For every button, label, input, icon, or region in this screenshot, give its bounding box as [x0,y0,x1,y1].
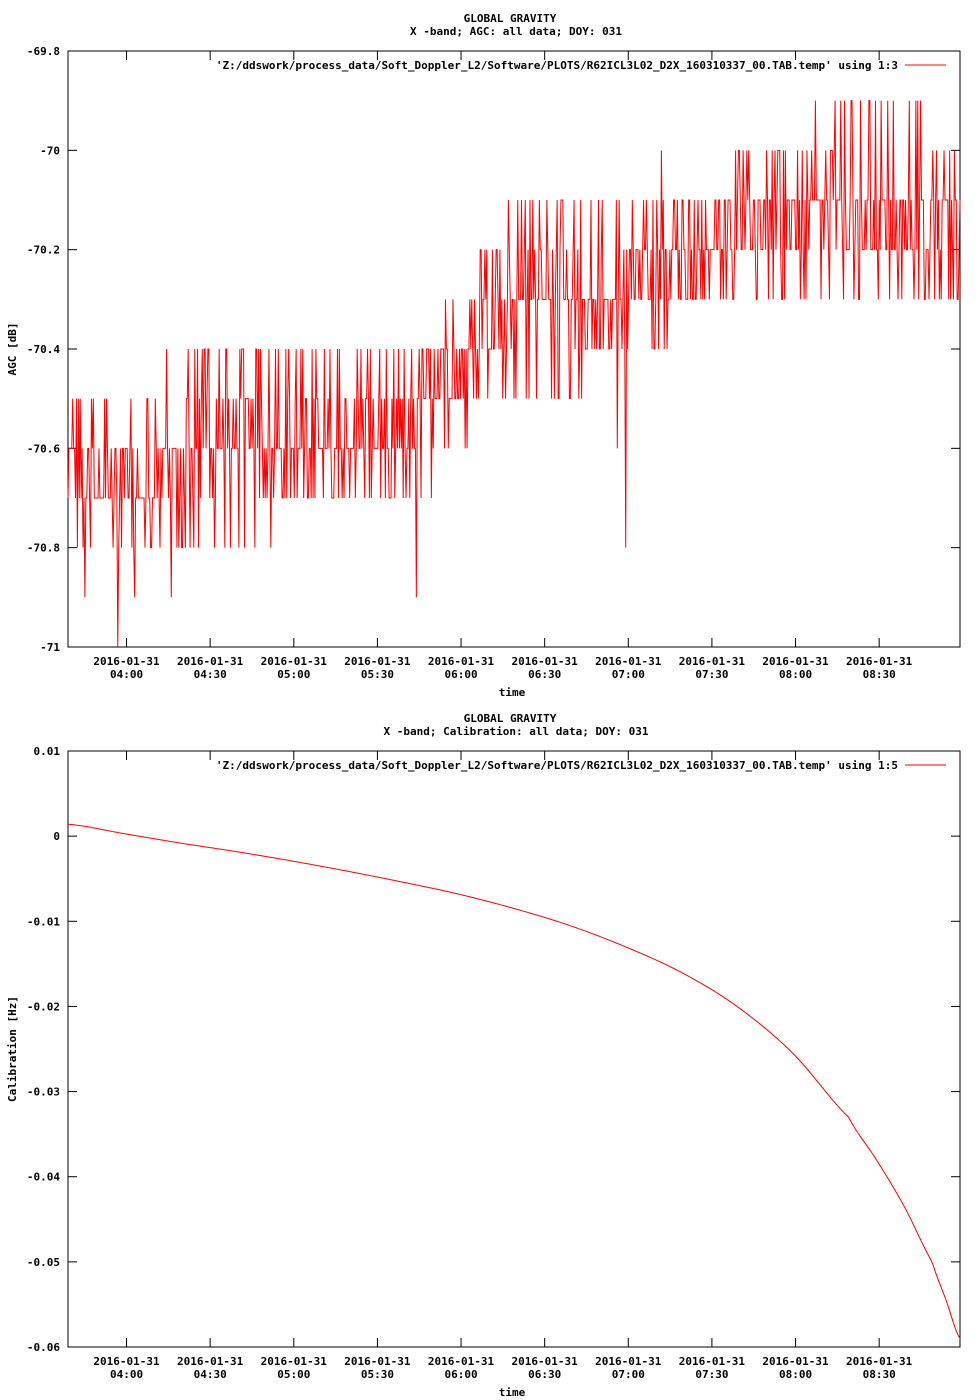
agc-x-tick-date: 2016-01-31 [428,655,495,668]
agc-x-axis-label: time [499,686,526,699]
agc-x-tick-date: 2016-01-31 [177,655,244,668]
calibration-y-ticks: 0.01 0 -0.01 -0.02 -0.03 -0.04 -0.05 -0.06 [27,745,960,1354]
agc-x-tick-date: 2016-01-31 [762,655,829,668]
calibration-x-tick-time: 05:00 [277,1368,310,1381]
calibration-x-tick-time: 07:30 [695,1368,728,1381]
calibration-x-tick-date: 2016-01-31 [679,1355,746,1368]
agc-x-tick-date: 2016-01-31 [679,655,746,668]
calibration-x-tick-time: 05:30 [361,1368,394,1381]
calibration-x-tick-time: 08:00 [779,1368,812,1381]
calibration-y-tick-label: -0.04 [27,1171,60,1184]
calibration-x-tick-date: 2016-01-31 [177,1355,244,1368]
agc-x-tick-time: 07:30 [695,668,728,681]
calibration-x-tick-date: 2016-01-31 [762,1355,829,1368]
agc-y-tick-label: -70.8 [27,542,60,555]
agc-y-tick-label: -71 [40,641,60,654]
calibration-x-tick-date: 2016-01-31 [344,1355,411,1368]
agc-y-tick-label: -70.2 [27,244,60,257]
calibration-series [67,823,961,1339]
agc-x-tick-date: 2016-01-31 [261,655,328,668]
agc-x-tick-time: 05:30 [361,668,394,681]
agc-x-tick-time: 05:00 [277,668,310,681]
agc-chart-title: GLOBAL GRAVITY [464,12,557,25]
agc-x-tick-time: 08:30 [863,668,896,681]
agc-x-tick-date: 2016-01-31 [93,655,160,668]
agc-y-tick-label: -70.4 [27,343,60,356]
agc-x-ticks: 2016-01-3104:002016-01-3104:302016-01-31… [93,51,913,681]
calibration-x-tick-date: 2016-01-31 [93,1355,160,1368]
agc-x-tick-time: 04:30 [194,668,227,681]
calibration-x-tick-time: 04:00 [110,1368,143,1381]
agc-x-tick-time: 06:00 [444,668,477,681]
calibration-y-tick-label: -0.03 [27,1086,60,1099]
calibration-x-tick-time: 08:30 [863,1368,896,1381]
agc-y-tick-label: -70.6 [27,442,60,455]
calibration-x-tick-date: 2016-01-31 [428,1355,495,1368]
calibration-x-tick-time: 06:30 [528,1368,561,1381]
agc-x-tick-time: 04:00 [110,668,143,681]
agc-y-tick-label: -70 [40,144,60,157]
agc-chart: GLOBAL GRAVITY X -band; AGC: all data; D… [6,12,961,699]
agc-series-line [67,100,961,648]
calibration-x-tick-time: 06:00 [444,1368,477,1381]
agc-x-tick-time: 08:00 [779,668,812,681]
agc-x-tick-time: 06:30 [528,668,561,681]
agc-x-tick-date: 2016-01-31 [512,655,579,668]
calibration-y-tick-label: -0.02 [27,1000,60,1013]
calibration-x-tick-time: 07:00 [612,1368,645,1381]
agc-y-ticks: -69.8 -70 -70.2 -70.4 -70.6 -70.8 -71 [27,45,960,654]
calibration-y-tick-label: -0.06 [27,1341,60,1354]
calibration-chart-subtitle: X -band; Calibration: all data; DOY: 031 [384,725,649,738]
calibration-series-line [67,823,961,1339]
calibration-y-tick-label: 0.01 [34,745,61,758]
calibration-x-tick-date: 2016-01-31 [261,1355,328,1368]
agc-chart-subtitle: X -band; AGC: all data; DOY: 031 [410,25,622,38]
agc-legend-label: 'Z:/ddswork/process_data/Soft_Doppler_L2… [216,59,898,72]
calibration-chart: GLOBAL GRAVITY X -band; Calibration: all… [6,712,961,1399]
agc-x-tick-date: 2016-01-31 [846,655,913,668]
calibration-legend-label: 'Z:/ddswork/process_data/Soft_Doppler_L2… [216,759,898,772]
calibration-y-tick-label: -0.05 [27,1256,60,1269]
calibration-x-tick-time: 04:30 [194,1368,227,1381]
calibration-x-tick-date: 2016-01-31 [595,1355,662,1368]
calibration-x-axis-label: time [499,1386,526,1399]
calibration-x-tick-date: 2016-01-31 [846,1355,913,1368]
calibration-plot-frame [67,750,961,1348]
agc-y-tick-label: -69.8 [27,45,60,58]
agc-series [67,100,961,648]
agc-x-tick-time: 07:00 [612,668,645,681]
agc-y-axis-label: AGC [dB] [6,323,19,376]
calibration-y-tick-label: 0 [53,830,60,843]
calibration-y-tick-label: -0.01 [27,915,60,928]
agc-x-tick-date: 2016-01-31 [595,655,662,668]
calibration-chart-title: GLOBAL GRAVITY [464,712,557,725]
calibration-x-ticks: 2016-01-3104:002016-01-3104:302016-01-31… [93,751,913,1381]
calibration-x-tick-date: 2016-01-31 [512,1355,579,1368]
calibration-y-axis-label: Calibration [Hz] [6,996,19,1102]
agc-x-tick-date: 2016-01-31 [344,655,411,668]
